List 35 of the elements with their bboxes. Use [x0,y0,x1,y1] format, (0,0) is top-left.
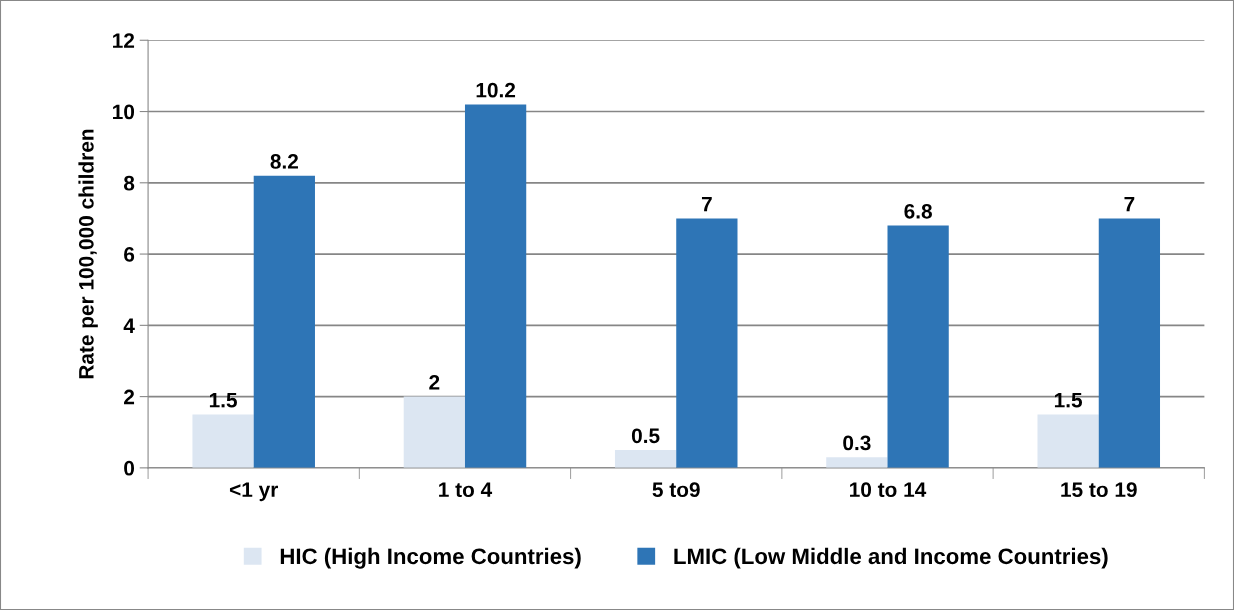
x-tick-label: 15 to 19 [1061,482,1137,498]
x-tick-label: 5 to9 [652,482,700,498]
data-label: 7 [701,197,712,212]
bar [1098,218,1161,468]
bar [826,457,888,468]
bar [887,225,949,468]
x-tick-label: 10 to 14 [850,482,927,498]
x-tick-label: <1 yr [229,482,279,502]
x-tick-label: 1 to 4 [439,482,493,498]
y-tick-label: 0 [124,460,135,476]
bar [464,104,527,468]
data-label: 10.2 [476,82,516,98]
y-tick-label: 6 [124,247,135,262]
legend-label: HIC (High Income Countries) [280,547,581,569]
data-label: 6.8 [904,203,932,219]
bar [192,414,254,468]
bar [614,450,677,468]
data-label: 1.5 [209,392,237,408]
data-label: 0.5 [631,428,660,444]
data-label: 0.3 [843,435,871,451]
y-tick-label: 2 [124,389,135,405]
y-axis-title: Rate per 100,000 children [78,129,98,379]
data-label: 8.2 [270,154,298,169]
data-label: 1.5 [1054,392,1083,408]
y-tick-label: 10 [113,104,135,120]
data-label: 2 [429,374,440,390]
data-label: 7 [1124,197,1135,212]
bar [253,175,315,468]
bar [403,396,465,468]
y-tick-label: 12 [113,33,135,48]
y-tick-label: 8 [123,175,135,191]
legend-label: LMIC (Low Middle and Income Countries) [674,547,1108,569]
bar [1037,414,1099,468]
y-tick-label: 4 [123,318,135,333]
bar [676,218,738,468]
